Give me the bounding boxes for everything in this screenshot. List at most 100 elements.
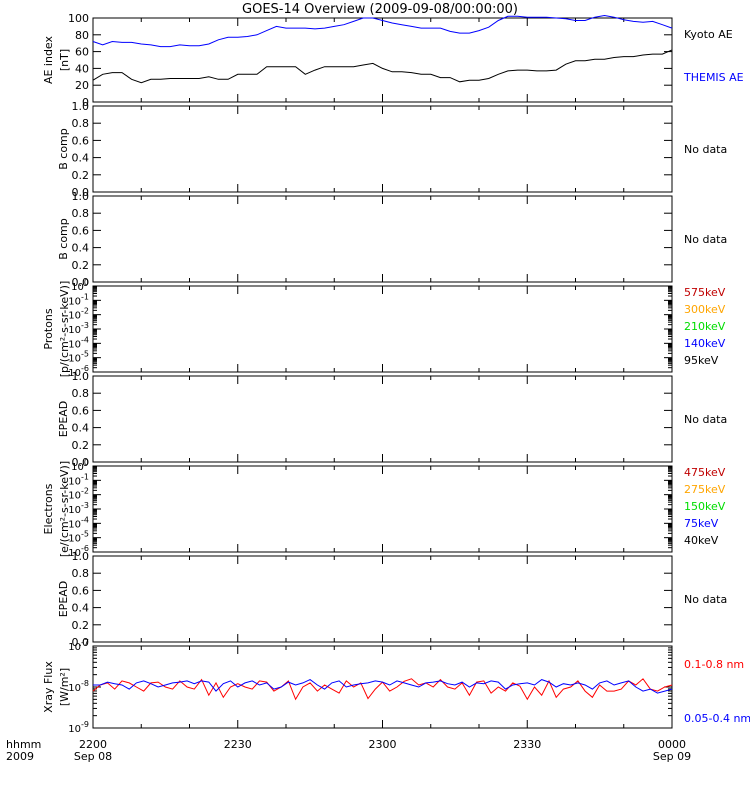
x-tick-label: 2230 bbox=[224, 738, 252, 751]
y-tick-label: 1.0 bbox=[72, 100, 90, 113]
y-tick-label: 10-9 bbox=[68, 720, 89, 735]
y-axis-label: Xray Flux bbox=[42, 661, 55, 713]
x-tick-label: 2300 bbox=[369, 738, 397, 751]
y-tick-label: 0.8 bbox=[72, 117, 90, 130]
y-tick-label: 0.0 bbox=[72, 456, 90, 469]
y-tick-label: 0.4 bbox=[72, 152, 90, 165]
x-axis-row-label-time: hhmm bbox=[6, 738, 41, 751]
panel-bcomp1: 0.0 0.2 0.4 0.6 0.8 1.0 B comp No data bbox=[57, 100, 727, 199]
y-tick-label: 1.0 bbox=[72, 370, 90, 383]
y-tick-label: 0 bbox=[82, 96, 89, 109]
y-tick-label: 1.0 bbox=[72, 550, 90, 563]
legend-entry: 140keV bbox=[684, 337, 726, 350]
legend-entry: 300keV bbox=[684, 303, 726, 316]
panel-frame bbox=[92, 645, 673, 729]
legend-entry: 275keV bbox=[684, 483, 726, 496]
legend-entry: 0.1-0.8 nm bbox=[684, 658, 744, 671]
y-tick-label: 20 bbox=[75, 79, 89, 92]
y-tick-label: 10-1 bbox=[68, 472, 89, 487]
x-axis-row-label-year: 2009 bbox=[6, 750, 34, 763]
y-tick-label: 10-3 bbox=[68, 501, 89, 516]
no-data-label: No data bbox=[684, 143, 727, 156]
y-tick-label: 0.2 bbox=[72, 439, 90, 452]
x-tick-date-label: Sep 09 bbox=[653, 750, 691, 763]
y-tick-label: 0.0 bbox=[72, 276, 90, 289]
y-tick-label: 0.2 bbox=[72, 619, 90, 632]
chart-title: GOES-14 Overview (2009-09-08/00:00:00) bbox=[242, 2, 518, 17]
legend-entry: 75keV bbox=[684, 517, 719, 530]
y-tick-label: 40 bbox=[75, 62, 89, 75]
legend-entry: 40keV bbox=[684, 534, 719, 547]
legend-entry: THEMIS AE bbox=[683, 71, 744, 84]
legend-entry: 150keV bbox=[684, 500, 726, 513]
y-tick-label: 0.2 bbox=[72, 259, 90, 272]
y-tick-label: 10-2 bbox=[68, 487, 89, 502]
y-axis-label: [nT] bbox=[58, 49, 71, 71]
panel-frame bbox=[92, 285, 673, 373]
no-data-label: No data bbox=[684, 593, 727, 606]
legend-entry: 210keV bbox=[684, 320, 726, 333]
y-tick-label: 60 bbox=[75, 46, 89, 59]
y-tick-label: 10-5 bbox=[68, 530, 89, 545]
y-axis-label: [p/(cm²-s-sr-keV)] bbox=[58, 281, 71, 378]
y-tick-label: 10-5 bbox=[68, 350, 89, 365]
y-tick-label: 0.6 bbox=[72, 224, 90, 237]
panel-frame bbox=[92, 195, 673, 283]
series-line bbox=[92, 49, 673, 84]
panel-frame bbox=[92, 105, 673, 193]
panel-ae: 0 20 40 60 80 100 AE index [nT] Kyoto AE THEMIS A… bbox=[42, 12, 744, 109]
y-tick-label: 0.6 bbox=[72, 584, 90, 597]
x-tick-label: 0000 bbox=[658, 738, 686, 751]
y-axis-label: Electrons bbox=[42, 483, 55, 534]
panel-frame bbox=[92, 17, 673, 103]
y-tick-label: 1.0 bbox=[72, 190, 90, 203]
y-tick-label: 100 bbox=[68, 12, 89, 25]
y-tick-label: 0.2 bbox=[72, 169, 90, 182]
y-axis-label: EPEAD bbox=[57, 581, 70, 618]
panel-frame bbox=[92, 555, 673, 643]
y-tick-label: 0.6 bbox=[72, 134, 90, 147]
x-tick-date-label: Sep 08 bbox=[74, 750, 112, 763]
y-tick-label: 10-4 bbox=[68, 335, 89, 350]
y-tick-label: 10-3 bbox=[68, 321, 89, 336]
y-axis-label: [e/(cm²-s-sr-keV)] bbox=[58, 461, 71, 557]
y-tick-label: 10-8 bbox=[68, 679, 89, 694]
panel-frame bbox=[92, 465, 673, 553]
y-axis-label: [W/m²] bbox=[58, 668, 71, 706]
y-tick-label: 10-1 bbox=[68, 292, 89, 307]
legend-entry: 475keV bbox=[684, 466, 726, 479]
y-tick-label: 0.4 bbox=[72, 422, 90, 435]
y-axis-label: EPEAD bbox=[57, 401, 70, 438]
y-tick-label: 0.0 bbox=[72, 186, 90, 199]
series-line bbox=[92, 14, 673, 48]
y-axis-label: B comp bbox=[57, 128, 70, 170]
panel-frame bbox=[92, 375, 673, 463]
legend-entry: Kyoto AE bbox=[684, 28, 733, 41]
no-data-label: No data bbox=[684, 413, 727, 426]
y-axis-label: AE index bbox=[42, 35, 55, 84]
panel-epead2: 0.0 0.2 0.4 0.6 0.8 1.0 EPEAD No data bbox=[57, 550, 727, 649]
y-tick-label: 0.8 bbox=[72, 567, 90, 580]
no-data-label: No data bbox=[684, 233, 727, 246]
y-axis-label: B comp bbox=[57, 218, 70, 260]
x-tick-label: 2200 bbox=[79, 738, 107, 751]
panel-epead1: 0.0 0.2 0.4 0.6 0.8 1.0 EPEAD No data bbox=[57, 370, 727, 469]
legend-entry: 575keV bbox=[684, 286, 726, 299]
y-tick-label: 0.0 bbox=[72, 636, 90, 649]
panel-bcomp2: 0.0 0.2 0.4 0.6 0.8 1.0 B comp No data bbox=[57, 190, 727, 289]
y-axis-label: Protons bbox=[42, 308, 55, 349]
panels: 0 20 40 60 80 100 AE index [nT] Kyoto AE THEMIS A… bbox=[42, 12, 750, 735]
series-line bbox=[93, 679, 673, 694]
y-tick-label: 0.4 bbox=[72, 602, 90, 615]
y-tick-label: 0.8 bbox=[72, 387, 90, 400]
x-tick-label: 2330 bbox=[513, 738, 541, 751]
y-tick-label: 80 bbox=[75, 29, 89, 42]
y-tick-label: 0.8 bbox=[72, 207, 90, 220]
y-tick-label: 0.6 bbox=[72, 404, 90, 417]
legend-entry: 0.05-0.4 nm bbox=[684, 712, 750, 725]
